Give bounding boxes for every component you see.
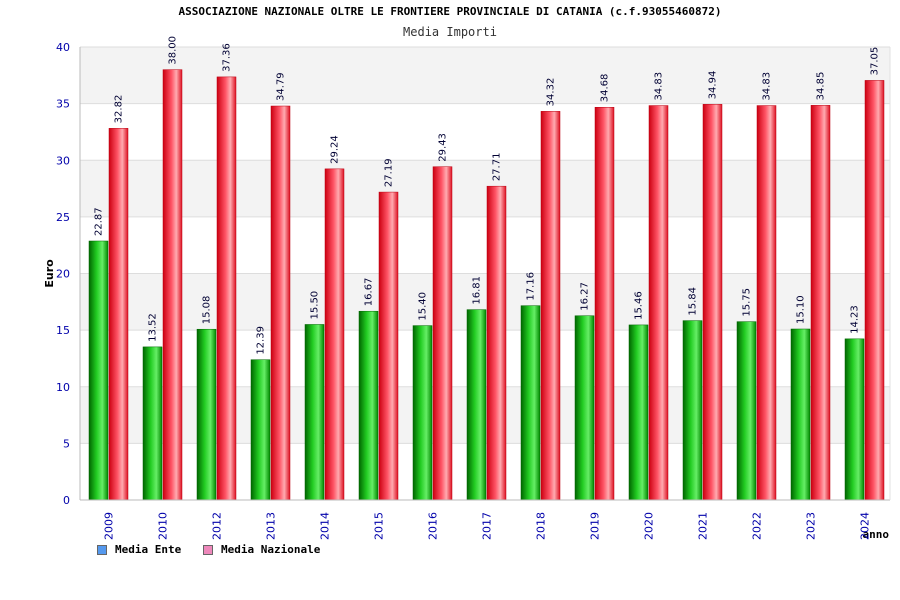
chart-title: ASSOCIAZIONE NAZIONALE OLTRE LE FRONTIER… bbox=[178, 5, 722, 18]
bar-media-ente bbox=[412, 325, 433, 501]
bar-media-nazionale bbox=[378, 191, 399, 501]
grid-band bbox=[80, 216, 890, 274]
bar-media-nazionale bbox=[594, 106, 615, 501]
legend-label-ente: Media Ente bbox=[115, 543, 182, 556]
data-label-media-nazionale: 37.36 bbox=[222, 43, 233, 72]
grid-band bbox=[80, 47, 890, 104]
x-tick-label: 2016 bbox=[427, 512, 440, 540]
bar-media-nazionale bbox=[216, 76, 237, 501]
bar-media-ente bbox=[358, 310, 379, 501]
data-label-media-ente: 16.27 bbox=[580, 282, 591, 311]
legend-swatch-ente bbox=[97, 544, 107, 555]
x-tick-label: 2021 bbox=[697, 512, 710, 540]
x-tick-label: 2009 bbox=[103, 512, 116, 540]
data-label-media-nazionale: 34.85 bbox=[816, 72, 827, 101]
data-label-media-ente: 22.87 bbox=[94, 207, 105, 236]
x-tick-label: 2012 bbox=[211, 512, 224, 540]
x-tick-label: 2024 bbox=[859, 512, 872, 540]
data-label-media-ente: 15.40 bbox=[418, 292, 429, 321]
data-label-media-nazionale: 34.83 bbox=[654, 72, 665, 101]
data-label-media-ente: 15.75 bbox=[742, 288, 753, 317]
bar-media-nazionale bbox=[432, 166, 453, 501]
bar-media-ente bbox=[790, 328, 811, 501]
y-tick-label: 10 bbox=[56, 381, 70, 394]
y-tick-label: 15 bbox=[56, 324, 70, 337]
data-label-media-nazionale: 34.83 bbox=[762, 72, 773, 101]
bar-media-ente bbox=[844, 338, 865, 501]
x-tick-label: 2023 bbox=[805, 512, 818, 540]
bar-media-ente bbox=[250, 359, 271, 501]
data-label-media-nazionale: 29.24 bbox=[330, 135, 341, 164]
y-tick-label: 35 bbox=[56, 98, 70, 111]
bar-media-nazionale bbox=[162, 69, 183, 501]
x-axis-title: anno bbox=[863, 528, 890, 541]
data-label-media-nazionale: 34.79 bbox=[276, 72, 287, 101]
x-tick-label: 2013 bbox=[265, 512, 278, 540]
legend-label-nazionale: Media Nazionale bbox=[221, 543, 321, 556]
y-tick-label: 40 bbox=[56, 41, 70, 54]
legend-item-media-nazionale: Media Nazionale bbox=[203, 543, 320, 556]
chart-subtitle: Media Importi bbox=[403, 25, 497, 39]
data-label-media-nazionale: 34.94 bbox=[708, 71, 719, 100]
bar-media-ente bbox=[196, 328, 217, 501]
bar-media-ente bbox=[628, 324, 649, 501]
bar-media-nazionale bbox=[324, 168, 345, 501]
bar-media-nazionale bbox=[270, 105, 291, 501]
y-tick-label: 25 bbox=[56, 211, 70, 224]
x-tick-label: 2019 bbox=[589, 512, 602, 540]
bar-media-ente bbox=[142, 346, 163, 501]
bar-media-nazionale bbox=[810, 105, 831, 501]
y-tick-label: 0 bbox=[63, 494, 70, 507]
y-tick-label: 5 bbox=[63, 437, 70, 450]
grid-band bbox=[80, 160, 890, 217]
y-tick-label: 20 bbox=[56, 268, 70, 281]
data-label-media-ente: 16.67 bbox=[364, 278, 375, 307]
data-label-media-nazionale: 37.05 bbox=[870, 47, 881, 76]
bar-media-nazionale bbox=[648, 105, 669, 501]
x-tick-label: 2020 bbox=[643, 512, 656, 540]
data-label-media-ente: 15.84 bbox=[688, 287, 699, 316]
data-label-media-nazionale: 32.82 bbox=[114, 95, 125, 124]
grid-band bbox=[80, 103, 890, 161]
bar-media-nazionale bbox=[756, 105, 777, 501]
data-label-media-ente: 15.08 bbox=[202, 296, 213, 325]
data-label-media-ente: 13.52 bbox=[148, 313, 159, 342]
bar-media-ente bbox=[736, 321, 757, 501]
data-label-media-ente: 16.81 bbox=[472, 276, 483, 305]
bar-media-nazionale bbox=[108, 128, 129, 501]
bar-media-nazionale bbox=[702, 104, 723, 501]
x-tick-label: 2018 bbox=[535, 512, 548, 540]
x-tick-label: 2015 bbox=[373, 512, 386, 540]
legend-swatch-nazionale bbox=[203, 544, 213, 555]
data-label-media-nazionale: 34.68 bbox=[600, 74, 611, 103]
y-axis-title: Euro bbox=[43, 259, 56, 288]
x-tick-label: 2010 bbox=[157, 512, 170, 540]
data-label-media-ente: 15.46 bbox=[634, 291, 645, 320]
x-tick-label: 2017 bbox=[481, 512, 494, 540]
x-tick-label: 2022 bbox=[751, 512, 764, 540]
data-label-media-nazionale: 29.43 bbox=[438, 133, 449, 162]
bar-media-nazionale bbox=[864, 80, 885, 501]
bar-media-nazionale bbox=[486, 185, 507, 501]
y-tick-label: 30 bbox=[56, 154, 70, 167]
data-label-media-ente: 14.23 bbox=[850, 305, 861, 334]
data-label-media-nazionale: 38.00 bbox=[168, 36, 179, 65]
bar-media-ente bbox=[304, 324, 325, 501]
bar-media-nazionale bbox=[540, 111, 561, 501]
data-label-media-ente: 17.16 bbox=[526, 272, 537, 301]
bar-media-ente bbox=[466, 309, 487, 501]
data-label-media-ente: 12.39 bbox=[256, 326, 267, 355]
data-label-media-ente: 15.50 bbox=[310, 291, 321, 320]
bar-media-ente bbox=[574, 315, 595, 501]
bar-media-ente bbox=[682, 320, 703, 501]
data-label-media-nazionale: 27.71 bbox=[492, 153, 503, 182]
bar-media-ente bbox=[88, 240, 109, 501]
data-label-media-ente: 15.10 bbox=[796, 295, 807, 324]
data-label-media-nazionale: 34.32 bbox=[546, 78, 557, 107]
bar-media-ente bbox=[520, 305, 541, 501]
data-label-media-nazionale: 27.19 bbox=[384, 158, 395, 187]
x-tick-label: 2014 bbox=[319, 512, 332, 540]
legend-item-media-ente: Media Ente bbox=[97, 543, 181, 556]
